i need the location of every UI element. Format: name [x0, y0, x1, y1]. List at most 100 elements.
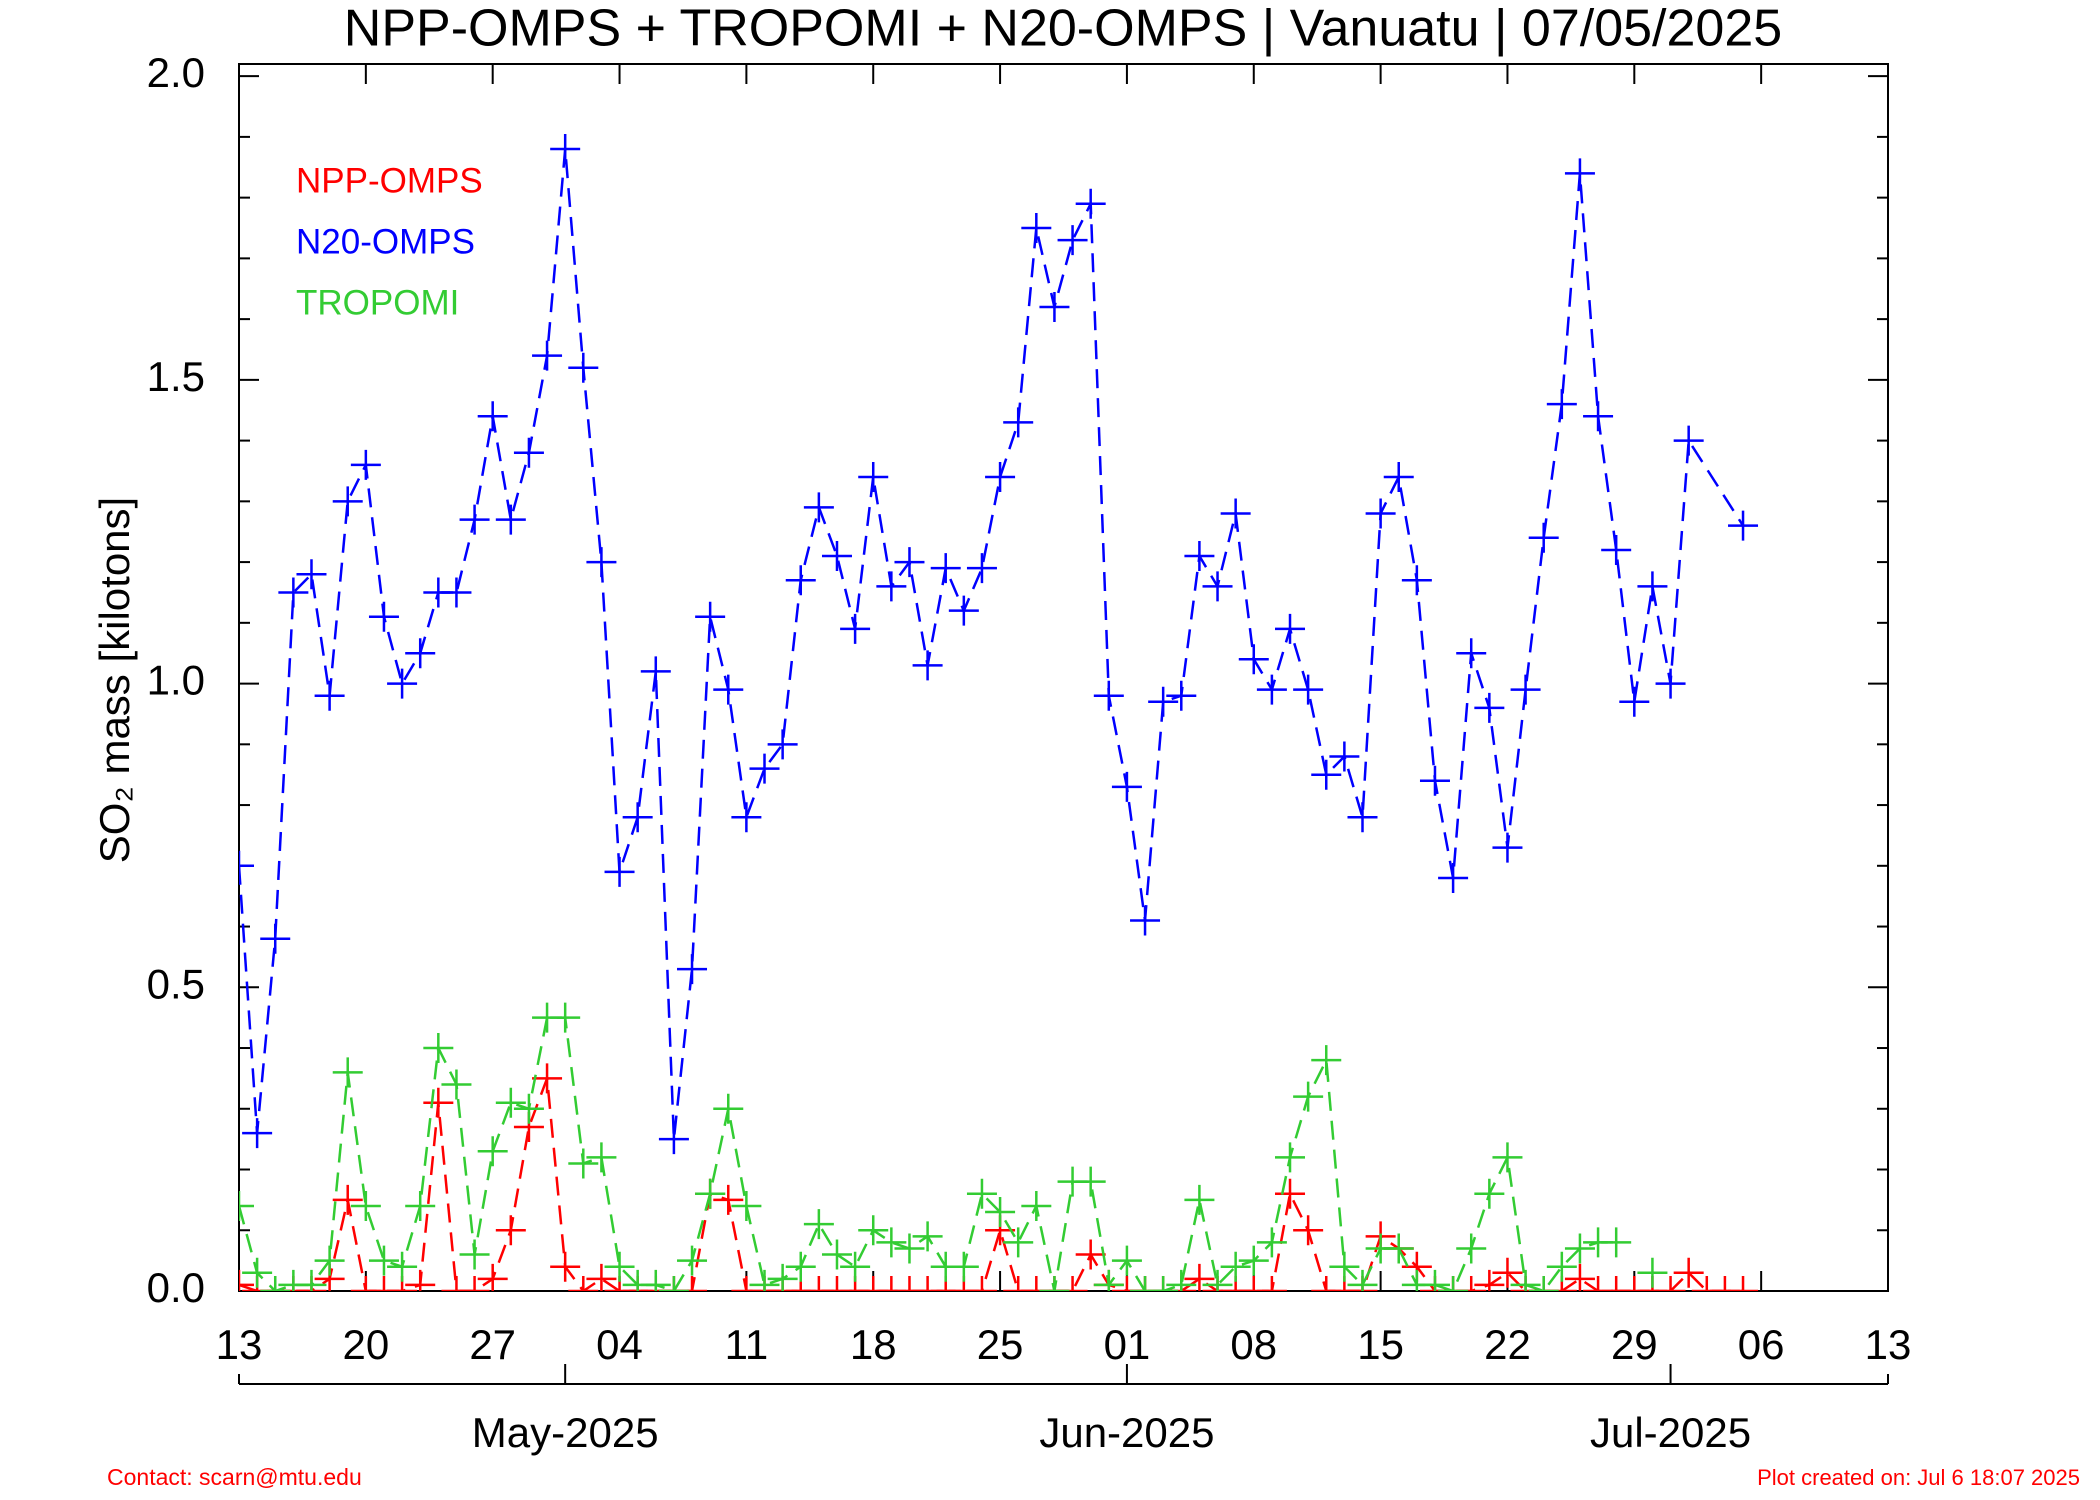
- marker: [423, 1087, 454, 1118]
- marker: [985, 1197, 1016, 1228]
- marker: [876, 571, 907, 602]
- marker: [1456, 1276, 1487, 1291]
- marker: [1220, 498, 1251, 529]
- marker: [1148, 686, 1179, 717]
- marker: [1039, 1276, 1070, 1291]
- marker: [314, 680, 345, 711]
- marker: [1256, 1276, 1287, 1291]
- marker: [1564, 1233, 1595, 1264]
- marker: [368, 1245, 399, 1276]
- marker: [713, 674, 744, 705]
- x-tick-label: 08: [1230, 1321, 1277, 1368]
- marker: [1637, 1257, 1668, 1288]
- marker: [239, 1190, 254, 1221]
- marker: [1111, 1245, 1142, 1276]
- marker: [1728, 1276, 1759, 1291]
- y-tick-label: 1.0: [147, 657, 205, 704]
- y-tick-label: 1.5: [147, 353, 205, 400]
- marker: [332, 1057, 363, 1088]
- marker: [1492, 832, 1523, 863]
- x-tick-label: 20: [342, 1321, 389, 1368]
- marker: [876, 1276, 907, 1291]
- marker: [658, 1276, 689, 1291]
- marker: [550, 134, 581, 165]
- legend-entry: NPP-OMPS: [296, 161, 483, 200]
- marker: [1057, 1276, 1088, 1291]
- marker: [332, 1184, 363, 1215]
- legend-entry: N20-OMPS: [296, 222, 475, 261]
- marker: [1275, 1178, 1306, 1209]
- marker: [858, 1215, 889, 1246]
- marker: [495, 1087, 526, 1118]
- y-axis-title: SO₂ mass [kilotons]: [91, 497, 138, 863]
- marker: [1673, 425, 1704, 456]
- marker: [803, 492, 834, 523]
- marker: [1148, 1276, 1179, 1291]
- marker: [1130, 905, 1161, 936]
- marker: [405, 638, 436, 669]
- marker: [1510, 674, 1541, 705]
- marker: [1238, 1276, 1269, 1291]
- marker: [532, 340, 563, 371]
- plot-frame: [238, 63, 1889, 1292]
- marker: [441, 1276, 472, 1291]
- marker: [278, 577, 309, 608]
- marker: [1275, 1142, 1306, 1173]
- marker: [1166, 1269, 1197, 1291]
- marker: [495, 1215, 526, 1246]
- marker: [821, 1276, 852, 1291]
- marker: [1293, 1215, 1324, 1246]
- marker: [239, 850, 254, 881]
- marker: [459, 1239, 490, 1270]
- marker: [387, 668, 418, 699]
- x-tick-label: 25: [977, 1321, 1024, 1368]
- marker: [767, 1263, 798, 1291]
- marker: [1546, 389, 1577, 420]
- marker: [1583, 1276, 1614, 1291]
- marker: [1256, 674, 1287, 705]
- contact: Contact: scarn@mtu.edu: [107, 1464, 362, 1490]
- x-tick-label: 22: [1484, 1321, 1531, 1368]
- marker: [966, 1276, 997, 1291]
- marker: [1057, 225, 1088, 256]
- marker: [1528, 522, 1559, 553]
- marker: [423, 1033, 454, 1064]
- marker: [785, 1251, 816, 1282]
- marker: [1256, 1227, 1287, 1258]
- marker: [1130, 1276, 1161, 1291]
- marker: [966, 553, 997, 584]
- marker: [1003, 407, 1034, 438]
- marker: [1003, 1227, 1034, 1258]
- month-label: Jul-2025: [1590, 1409, 1751, 1456]
- marker: [1438, 1276, 1469, 1291]
- marker: [1492, 1257, 1523, 1288]
- marker: [1691, 1276, 1722, 1291]
- marker: [586, 1142, 617, 1173]
- marker: [1184, 541, 1215, 572]
- marker: [513, 437, 544, 468]
- marker: [296, 1269, 327, 1291]
- marker: [568, 1276, 599, 1291]
- marker: [1275, 613, 1306, 644]
- marker: [1601, 1227, 1632, 1258]
- marker: [350, 1276, 381, 1291]
- marker: [1655, 1276, 1686, 1291]
- marker: [332, 486, 363, 517]
- marker: [803, 1276, 834, 1291]
- marker: [1564, 158, 1595, 189]
- marker: [550, 1002, 581, 1033]
- marker: [1293, 674, 1324, 705]
- marker: [1546, 1251, 1577, 1282]
- y-tick-label: 0.0: [147, 1264, 205, 1311]
- marker: [731, 1190, 762, 1221]
- x-tick-label: 29: [1611, 1321, 1658, 1368]
- month-label: Jun-2025: [1039, 1409, 1214, 1456]
- marker: [1728, 510, 1759, 541]
- marker: [677, 1276, 708, 1291]
- marker: [1093, 680, 1124, 711]
- marker: [1583, 401, 1614, 432]
- marker: [1021, 1190, 1052, 1221]
- marker: [477, 1263, 508, 1291]
- marker: [713, 1093, 744, 1124]
- marker: [1655, 668, 1686, 699]
